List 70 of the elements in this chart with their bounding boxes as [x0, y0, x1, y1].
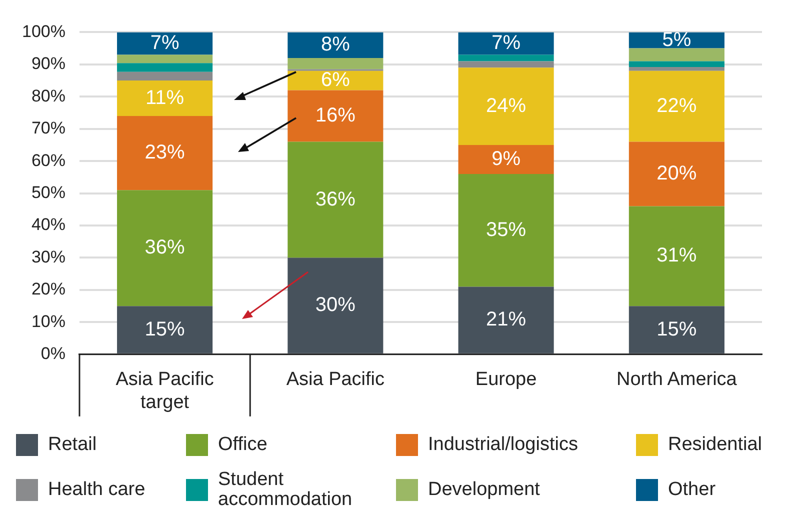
data-label: 9% — [492, 148, 521, 170]
bar — [458, 174, 554, 287]
data-label: 36% — [315, 188, 356, 210]
y-tick-label: 50% — [31, 182, 66, 202]
bar — [628, 61, 724, 67]
legend-label: Residential — [668, 434, 762, 455]
bar — [288, 258, 384, 354]
y-tick-label: 20% — [31, 280, 66, 299]
bar — [117, 80, 213, 116]
data-label: 16% — [315, 104, 356, 126]
bar — [117, 190, 213, 306]
data-label: 11% — [146, 86, 184, 109]
x-tick-label: North America — [616, 369, 738, 390]
bar — [458, 68, 554, 145]
legend-label: Industrial/logistics — [428, 434, 578, 455]
legend-label: Development — [428, 479, 540, 500]
legend-label: Health care — [48, 479, 146, 500]
bar — [288, 58, 384, 70]
data-label: 35% — [486, 218, 526, 241]
data-label: 7% — [492, 32, 521, 54]
y-tick-label: 40% — [31, 215, 66, 234]
bar — [458, 144, 554, 174]
bar — [288, 142, 384, 258]
bar — [628, 67, 724, 71]
data-label: 21% — [486, 308, 526, 331]
y-tick-label: 30% — [31, 247, 66, 266]
data-label: 6% — [320, 69, 350, 92]
data-label: 7% — [150, 32, 180, 54]
data-label: 5% — [662, 28, 692, 51]
data-label: 20% — [656, 162, 697, 184]
bar — [628, 48, 724, 62]
data-label: 22% — [656, 94, 697, 117]
y-tick-label: 70% — [31, 118, 66, 138]
data-label: 36% — [144, 236, 186, 259]
bar — [117, 72, 213, 81]
y-tick-label: 0% — [40, 344, 66, 364]
y-tick-label: 80% — [31, 86, 66, 106]
y-tick-label: 10% — [31, 312, 66, 331]
bar — [117, 306, 213, 354]
bar — [117, 32, 213, 55]
bar — [117, 54, 213, 64]
data-label: 24% — [486, 94, 526, 117]
bar — [458, 54, 554, 62]
legend-label: Other — [668, 479, 716, 500]
data-label: 15% — [656, 318, 697, 340]
data-label: 31% — [656, 244, 697, 267]
bar — [117, 63, 213, 72]
bar — [628, 142, 724, 206]
bar — [458, 286, 554, 354]
legend-label: Student accommodation — [218, 469, 354, 510]
legend-label: Retail — [48, 434, 97, 455]
x-tick-label: Asia Pacific target — [116, 369, 214, 413]
legend-label: Office — [218, 434, 268, 455]
data-label: 30% — [315, 294, 356, 316]
bar — [628, 206, 724, 306]
data-label: 8% — [320, 34, 350, 56]
x-tick-label: Asia Pacific — [286, 369, 385, 390]
y-tick-label: 90% — [31, 54, 66, 74]
x-tick-label: Europe — [475, 369, 537, 390]
bar — [458, 61, 554, 68]
bar — [628, 306, 724, 354]
bar — [458, 32, 554, 55]
data-label: 23% — [144, 142, 186, 164]
bar — [288, 32, 384, 58]
bar — [288, 90, 384, 142]
bar — [628, 70, 724, 142]
data-label: 15% — [144, 318, 186, 340]
bar — [117, 116, 213, 190]
y-tick-label: 100% — [22, 22, 66, 41]
y-tick-label: 60% — [31, 150, 66, 170]
